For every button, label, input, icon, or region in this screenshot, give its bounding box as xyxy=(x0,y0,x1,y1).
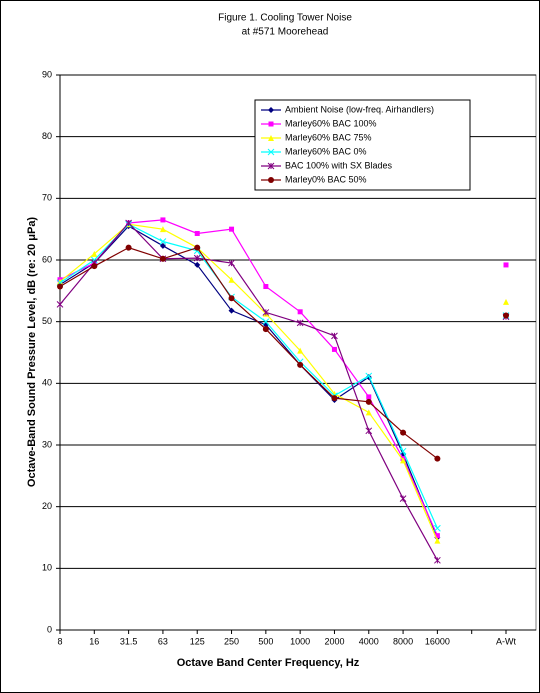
marker xyxy=(228,295,235,302)
marker xyxy=(194,261,201,268)
marker xyxy=(365,398,372,405)
marker xyxy=(91,250,98,257)
y-tick-label: 40 xyxy=(42,378,52,388)
marker xyxy=(125,244,132,251)
marker xyxy=(365,409,372,416)
x-tick-label: 63 xyxy=(158,636,168,646)
y-tick-label: 50 xyxy=(42,316,52,326)
marker xyxy=(90,256,98,264)
x-tick-label: 125 xyxy=(190,636,205,646)
marker xyxy=(262,309,270,316)
legend-label: BAC 100% with SX Blades xyxy=(285,160,393,170)
marker xyxy=(228,259,235,267)
marker xyxy=(434,537,441,544)
marker xyxy=(297,309,303,315)
marker xyxy=(263,284,269,290)
marker xyxy=(503,312,509,319)
marker xyxy=(159,226,166,233)
marker xyxy=(365,427,373,435)
marker xyxy=(400,457,407,464)
marker xyxy=(399,447,407,455)
x-tick-label: 8 xyxy=(57,636,62,646)
marker xyxy=(268,135,274,141)
y-tick-label: 0 xyxy=(47,624,52,634)
legend-label: Marley0% BAC 50% xyxy=(285,174,367,184)
x-tick-label: 1000 xyxy=(290,636,310,646)
marker xyxy=(267,162,275,170)
legend-label: Ambient Noise (low-freq. Airhandlers) xyxy=(285,104,434,114)
x-tick-label: 8000 xyxy=(393,636,413,646)
marker xyxy=(434,533,440,539)
x-tick-label: 4000 xyxy=(359,636,379,646)
x-tick-label: 31.5 xyxy=(120,636,138,646)
marker xyxy=(159,255,166,262)
marker xyxy=(434,524,441,532)
y-tick-label: 30 xyxy=(42,439,52,449)
marker xyxy=(366,394,372,400)
y-tick-label: 70 xyxy=(42,193,52,203)
marker xyxy=(268,107,274,113)
marker xyxy=(297,361,304,368)
marker xyxy=(434,556,441,564)
marker xyxy=(503,262,509,268)
marker xyxy=(228,276,235,283)
legend-label: Marley60% BAC 0% xyxy=(285,146,367,156)
marker xyxy=(159,238,167,245)
legend-label: Marley60% BAC 75% xyxy=(285,132,372,142)
marker xyxy=(229,226,235,232)
marker xyxy=(331,395,338,402)
marker xyxy=(194,230,200,236)
marker xyxy=(160,217,166,223)
marker xyxy=(91,263,98,270)
marker xyxy=(268,121,274,127)
marker xyxy=(503,298,509,305)
y-tick-label: 80 xyxy=(42,131,52,141)
marker xyxy=(268,177,274,183)
y-axis-title: Octave-Band Sound Pressure Level, dB (re… xyxy=(26,217,38,488)
marker xyxy=(331,346,337,352)
marker xyxy=(297,347,304,354)
marker xyxy=(57,278,63,285)
marker xyxy=(365,372,373,380)
marker xyxy=(125,219,132,227)
x-axis-title: Octave Band Center Frequency, Hz xyxy=(177,657,360,669)
x-tick-label: 500 xyxy=(258,636,273,646)
marker xyxy=(228,307,235,314)
marker xyxy=(296,319,304,327)
x-tick-label: 2000 xyxy=(324,636,344,646)
marker xyxy=(56,301,64,308)
y-tick-label: 60 xyxy=(42,254,52,264)
chart-title: Figure 1. Cooling Tower Noise xyxy=(218,13,352,24)
x-tick-label: 16000 xyxy=(425,636,450,646)
y-tick-label: 20 xyxy=(42,501,52,511)
marker xyxy=(57,283,63,290)
marker xyxy=(434,455,441,462)
marker xyxy=(399,495,407,503)
legend-box xyxy=(254,99,471,191)
marker xyxy=(194,244,201,251)
marker xyxy=(159,242,166,249)
marker xyxy=(193,254,201,262)
y-tick-label: 90 xyxy=(42,69,52,79)
legend-label: Marley60% BAC 100% xyxy=(285,118,377,128)
marker xyxy=(331,332,338,340)
marker xyxy=(262,326,269,333)
x-tick-label: 16 xyxy=(89,636,99,646)
marker xyxy=(267,148,275,156)
marker xyxy=(262,318,270,326)
chart-subtitle: at #571 Moorehead xyxy=(242,27,329,38)
x-tick-label: 250 xyxy=(224,636,239,646)
x-tick-label: A-Wt xyxy=(496,636,516,646)
y-tick-label: 10 xyxy=(42,563,52,573)
marker xyxy=(400,429,407,436)
